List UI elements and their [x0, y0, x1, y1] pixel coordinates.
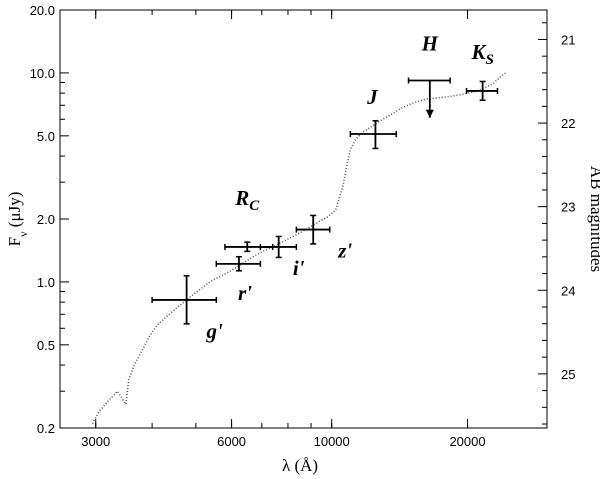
- data-point-H: [407, 77, 451, 118]
- y-right-tick-label: 25: [561, 367, 575, 382]
- photometry-points: [151, 77, 499, 325]
- x-tick-label: 10000: [314, 434, 350, 449]
- x-axis-title: λ (Å): [282, 456, 318, 475]
- data-point-Ks: [465, 80, 499, 101]
- y-right-tick-label: 24: [561, 283, 575, 298]
- y-tick-label: 0.5: [37, 338, 55, 353]
- x-tick-label: 6000: [217, 434, 246, 449]
- band-label-zp: z': [337, 239, 352, 263]
- band-label-ip: i': [293, 256, 305, 280]
- y-tick-label: 10.0: [30, 66, 55, 81]
- y-tick-label: 0.2: [37, 421, 55, 436]
- axes: 3000 6000 10000 20000 0.2 0.5 1.0 2.0 5.0 10.0 20.…: [30, 3, 576, 449]
- band-labels: g' r' RC i' z' J H KS: [205, 31, 493, 342]
- y-axis-title-right: AB magnitudes: [587, 166, 600, 272]
- data-point-zp: [295, 214, 331, 245]
- model-spectrum-line: [91, 72, 507, 424]
- band-label-Ks: KS: [470, 40, 493, 68]
- band-label-gp: g': [205, 319, 223, 343]
- y-axis-title-left: Fν (μJy): [5, 192, 30, 247]
- y-tick-label: 20.0: [30, 3, 55, 18]
- model-spectrum: [91, 72, 507, 424]
- upper-limit-arrowhead: [425, 109, 434, 118]
- data-point-J: [349, 120, 397, 150]
- data-point-ip: [259, 235, 298, 259]
- y-tick-label: 5.0: [37, 129, 55, 144]
- y-right-tick-label: 21: [561, 32, 575, 47]
- data-point-gp: [151, 275, 218, 325]
- y-tick-label: 1.0: [37, 275, 55, 290]
- band-label-rp: r': [238, 281, 252, 305]
- band-label-J: J: [366, 85, 379, 109]
- x-tick-label: 3000: [81, 434, 110, 449]
- y-right-tick-label: 22: [561, 116, 575, 131]
- band-label-Rc: RC: [234, 186, 260, 214]
- y-right-tick-label: 23: [561, 200, 575, 215]
- y-tick-label: 2.0: [37, 212, 55, 227]
- plot-frame: [59, 9, 548, 429]
- data-point-rp: [215, 255, 262, 272]
- x-tick-label: 20000: [449, 434, 485, 449]
- band-label-H: H: [421, 31, 439, 55]
